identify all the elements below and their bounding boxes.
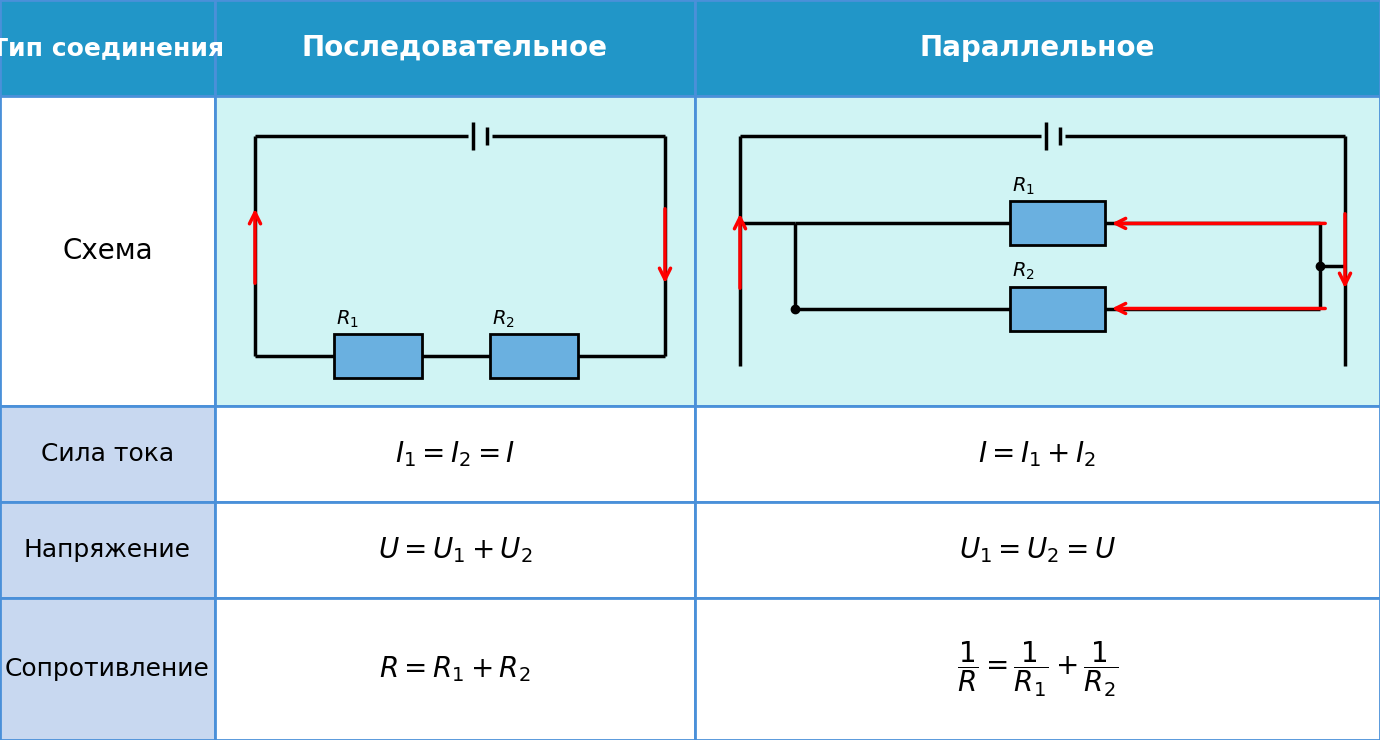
Text: Схема: Схема: [62, 237, 153, 265]
Bar: [1010, 286, 1105, 331]
Text: $U_1 = U_2 = U$: $U_1 = U_2 = U$: [959, 535, 1116, 565]
Text: Последовательное: Последовательное: [302, 34, 609, 62]
Bar: [0, 598, 215, 740]
Text: $\dfrac{1}{R} = \dfrac{1}{R_1} + \dfrac{1}{R_2}$: $\dfrac{1}{R} = \dfrac{1}{R_1} + \dfrac{…: [956, 639, 1118, 699]
Bar: [0, 502, 215, 598]
Text: $R_2$: $R_2$: [1012, 261, 1035, 283]
Bar: [696, 0, 1380, 96]
Bar: [215, 0, 696, 96]
Bar: [696, 598, 1380, 740]
Bar: [215, 96, 696, 406]
Text: Параллельное: Параллельное: [920, 34, 1155, 62]
Text: $R_2$: $R_2$: [491, 309, 515, 330]
Text: $I_1 = I_2 = I$: $I_1 = I_2 = I$: [395, 439, 515, 469]
Bar: [696, 96, 1380, 406]
Text: $U = U_1 + U_2$: $U = U_1 + U_2$: [378, 535, 533, 565]
Text: $R = R_1 + R_2$: $R = R_1 + R_2$: [380, 654, 531, 684]
Bar: [215, 502, 696, 598]
Text: Сила тока: Сила тока: [41, 442, 174, 466]
Text: $R_1$: $R_1$: [1012, 176, 1035, 198]
Text: Сопротивление: Сопротивление: [6, 657, 210, 681]
Bar: [215, 598, 696, 740]
Bar: [215, 406, 696, 502]
Text: Тип соединения: Тип соединения: [0, 36, 224, 60]
Bar: [334, 334, 422, 378]
Bar: [490, 334, 578, 378]
Text: $I = I_1 + I_2$: $I = I_1 + I_2$: [978, 439, 1097, 469]
Text: Напряжение: Напряжение: [23, 538, 190, 562]
Bar: [696, 502, 1380, 598]
Bar: [696, 406, 1380, 502]
Bar: [0, 96, 215, 406]
Bar: [0, 0, 215, 96]
Bar: [1010, 201, 1105, 246]
Bar: [0, 406, 215, 502]
Text: $R_1$: $R_1$: [335, 309, 359, 330]
